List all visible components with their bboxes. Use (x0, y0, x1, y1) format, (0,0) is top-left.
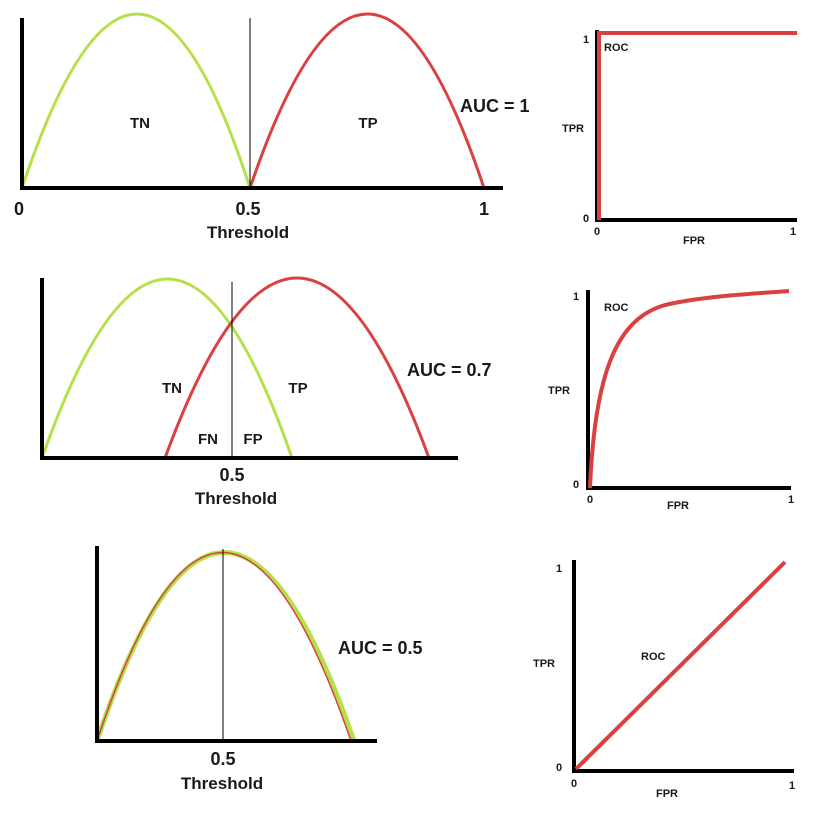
auc-label: AUC = 0.5 (338, 638, 423, 658)
x-tick-0: 0 (587, 494, 593, 506)
y-tick-0: 0 (556, 762, 562, 774)
y-tick-1: 1 (583, 34, 589, 46)
positive-class-curve (163, 276, 431, 459)
region-label-tp: TP (358, 115, 377, 132)
roc-plot-1: ROC TPR FPR 1 0 0 1 (562, 30, 797, 247)
x-axis-label: FPR (667, 500, 689, 512)
roc-curve (588, 289, 790, 489)
tick-label-0-5: 0.5 (210, 749, 235, 769)
x-axis-label: Threshold (207, 223, 289, 242)
panel-3: 0.5 Threshold AUC = 0.5 ROC TPR FPR 1 0 … (94, 546, 795, 800)
distribution-plot-3: 0.5 Threshold (94, 546, 377, 793)
y-axis-label: TPR (533, 658, 555, 670)
distribution-plot-2: TN TP FN FP 0.5 Threshold (40, 276, 458, 508)
x-tick-0: 0 (594, 226, 600, 238)
negative-class-curve (20, 12, 252, 189)
y-tick-0: 0 (583, 213, 589, 225)
roc-label: ROC (641, 651, 666, 663)
region-label-fn: FN (198, 431, 218, 448)
panel-1: TN TP 0 0.5 1 Threshold AUC = 1 ROC TPR … (14, 12, 797, 247)
negative-class-curve (40, 277, 294, 459)
region-label-tn: TN (162, 380, 182, 397)
x-axis-label: Threshold (181, 774, 263, 793)
x-tick-1: 1 (789, 780, 795, 792)
roc-curve (574, 560, 787, 771)
region-label-tp: TP (288, 380, 307, 397)
negative-class-curve (94, 550, 357, 742)
roc-curve (597, 31, 797, 220)
y-axis-label: TPR (562, 123, 584, 135)
distribution-plot-1: TN TP 0 0.5 1 Threshold (14, 12, 503, 242)
x-axis-label: Threshold (195, 489, 277, 508)
auc-label: AUC = 1 (460, 96, 530, 116)
tick-label-0-5: 0.5 (219, 465, 244, 485)
positive-class-curve (248, 12, 486, 189)
x-axis-label: FPR (683, 235, 705, 247)
region-label-fp: FP (243, 431, 262, 448)
tick-label-1: 1 (479, 199, 489, 219)
x-tick-1: 1 (790, 226, 796, 238)
panel-2: TN TP FN FP 0.5 Threshold AUC = 0.7 ROC … (40, 276, 794, 512)
roc-label: ROC (604, 42, 629, 54)
x-axis-label: FPR (656, 788, 678, 800)
y-tick-1: 1 (573, 291, 579, 303)
tick-label-0: 0 (14, 199, 24, 219)
roc-plot-2: ROC TPR FPR 1 0 0 1 (548, 289, 794, 512)
y-axis-label: TPR (548, 385, 570, 397)
region-label-tn: TN (130, 115, 150, 132)
roc-label: ROC (604, 302, 629, 314)
y-tick-1: 1 (556, 563, 562, 575)
tick-label-0-5: 0.5 (235, 199, 260, 219)
y-tick-0: 0 (573, 479, 579, 491)
x-tick-1: 1 (788, 494, 794, 506)
auc-label: AUC = 0.7 (407, 360, 492, 380)
x-tick-0: 0 (571, 778, 577, 790)
roc-plot-3: ROC TPR FPR 1 0 0 1 (533, 560, 795, 800)
